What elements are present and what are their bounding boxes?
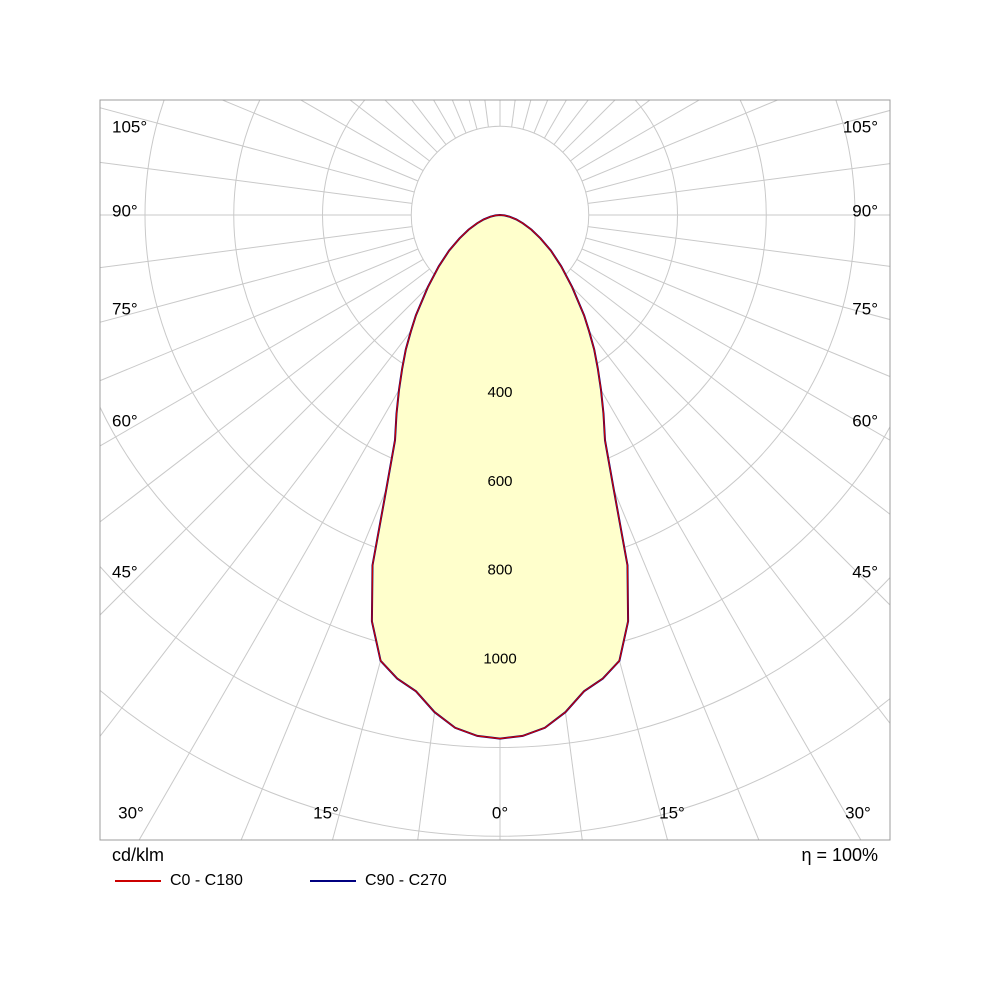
angle-label-left: 75° — [112, 300, 138, 319]
polar-grid-ray — [553, 285, 890, 725]
angle-label-bottom: 15° — [313, 804, 339, 823]
polar-grid-ray — [585, 109, 890, 193]
polar-grid-ray — [100, 277, 438, 616]
polar-grid-ray — [221, 100, 419, 182]
angle-label-right: 45° — [852, 563, 878, 582]
angle-label-bottom: 30° — [845, 804, 871, 823]
ring-value-label: 1000 — [483, 650, 516, 667]
polar-grid-ray — [570, 268, 890, 515]
angle-label-left: 60° — [112, 412, 138, 431]
polar-grid-ray — [581, 248, 890, 378]
polar-grid-ray — [100, 237, 415, 323]
polar-grid-ray — [100, 107, 415, 193]
ring-value-label: 600 — [487, 473, 512, 490]
unit-label: cd/klm — [112, 845, 165, 865]
polar-grid-ray — [100, 258, 424, 447]
plot-frame — [99, 99, 891, 841]
polar-grid-ray — [100, 248, 419, 382]
legend-item-label: C0 - C180 — [170, 872, 243, 889]
polar-grid-ray — [562, 277, 890, 606]
polar-grid-ray — [100, 285, 447, 738]
polar-grid-ray — [468, 100, 478, 130]
polar-grid-ray — [511, 100, 516, 128]
polar-grid-ray — [576, 100, 701, 172]
polar-grid-ray — [553, 100, 589, 145]
polar-grid-ray — [411, 100, 447, 145]
angle-label-left: 105° — [112, 118, 147, 137]
polar-grid-ray — [484, 100, 489, 128]
polar-grid-ray — [581, 100, 779, 182]
angle-label-bottom: 15° — [659, 804, 685, 823]
beam-curve-c0-c180 — [371, 214, 629, 740]
polar-grid-ray — [100, 226, 413, 269]
legend-item-label: C90 - C270 — [365, 872, 447, 889]
polar-grid-ray — [562, 100, 616, 153]
polar-grid-ray — [100, 268, 430, 523]
polar-grid-ray — [138, 291, 457, 840]
polar-grid-ray — [384, 100, 438, 153]
polar-grid-ray — [587, 226, 890, 267]
ring-value-label: 400 — [487, 384, 512, 401]
polar-grid-ray — [587, 163, 890, 204]
beam-fill — [371, 215, 629, 739]
angle-label-right: 105° — [843, 118, 878, 137]
angle-label-right: 60° — [852, 412, 878, 431]
c0-c180-line-swatch — [115, 880, 161, 882]
angle-label-bottom: 30° — [118, 804, 144, 823]
polar-grid-ray — [543, 291, 862, 840]
angle-label-bottom: 0° — [492, 804, 508, 823]
c90-c270-line-swatch — [310, 880, 356, 882]
polar-grid-ray — [299, 100, 424, 172]
legend-item-c0-c180: C0 - C180 — [115, 872, 243, 890]
polar-grid-ray — [100, 161, 413, 204]
angle-label-right: 90° — [852, 202, 878, 221]
angle-label-left: 90° — [112, 202, 138, 221]
legend-item-c90-c270: C90 - C270 — [310, 872, 447, 890]
polar-grid-ray — [533, 100, 549, 134]
efficiency-label: η = 100% — [801, 845, 878, 865]
polar-grid-ray — [576, 258, 890, 441]
polar-grid-ray — [451, 100, 467, 134]
angle-label-left: 45° — [112, 563, 138, 582]
polar-grid-ray — [585, 237, 890, 321]
ring-value-label: 800 — [487, 562, 512, 579]
polar-grid-ray — [522, 100, 532, 130]
angle-label-right: 75° — [852, 300, 878, 319]
